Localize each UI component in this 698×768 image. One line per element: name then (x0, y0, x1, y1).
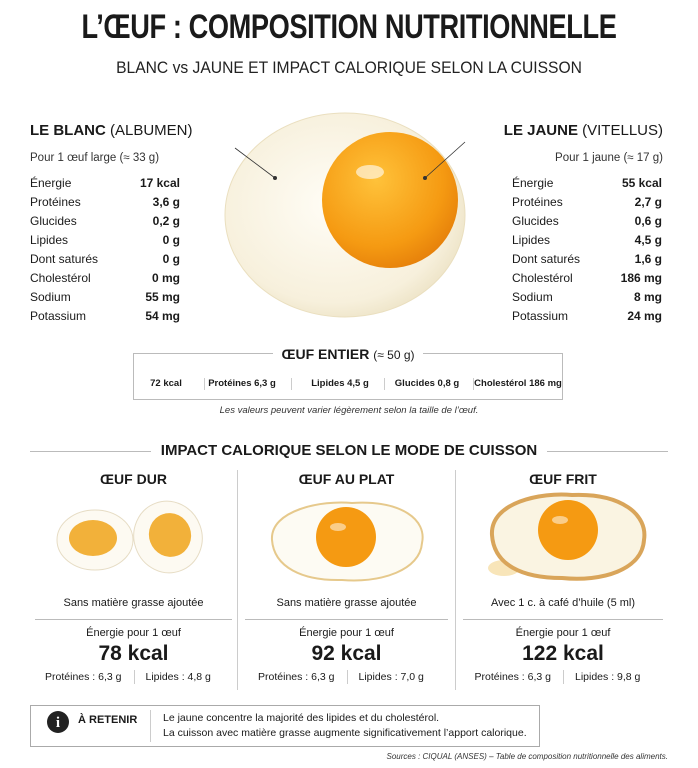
detail-divider (563, 670, 564, 684)
nutrient-name: Dont saturés (512, 252, 581, 266)
nutrient-name: Potassium (512, 309, 569, 323)
proteins: Protéines : 6,3 g (45, 671, 122, 683)
nutrient-value: 1,6 g (634, 252, 662, 266)
whole-title-text: ŒUF ENTIER (281, 346, 370, 362)
retain-line: La cuisson avec matière grasse augmente … (163, 727, 527, 739)
nutrient-name: Potassium (30, 309, 87, 323)
lipids: Lipides : 4,8 g (145, 671, 211, 683)
whole-title-note: (≈ 50 g) (373, 348, 415, 362)
method-rule (463, 619, 663, 620)
nutrient-name: Protéines (512, 195, 563, 209)
retain-box (30, 705, 540, 747)
nutrient-name: Cholestérol (512, 271, 573, 285)
energy-label: Énergie pour 1 œuf (515, 627, 611, 639)
retain-label: À RETENIR (78, 714, 138, 726)
energy-label: Énergie pour 1 œuf (299, 627, 394, 639)
boiled-egg (56, 500, 203, 574)
nutrient-name: Protéines (30, 195, 81, 209)
method-rule (245, 619, 448, 620)
detail-divider (133, 670, 135, 684)
proteins: Protéines : 6,3 g (474, 671, 551, 683)
nutrient-name: Glucides (30, 214, 77, 228)
column-divider (237, 470, 238, 690)
nutrient-value: 17 kcal (139, 176, 180, 190)
whole-title: ŒUF ENTIER (≈ 50 g) (133, 346, 563, 362)
nutrient-value: 55 mg (145, 290, 180, 304)
lipids: Lipides : 9,8 g (575, 671, 641, 683)
yolk-title-note: (VITELLUS) (582, 122, 663, 139)
retain-divider (150, 710, 151, 742)
method-name: ŒUF FRIT (529, 471, 597, 487)
whole-item: Lipides 4,5 g (311, 378, 369, 389)
detail-divider (346, 670, 348, 684)
retain-line: Le jaune concentre la majorité des lipid… (163, 712, 440, 724)
nutrient-value: 0 g (162, 233, 180, 247)
nutrient-value: 24 mg (627, 309, 662, 323)
nutrient-name: Cholestérol (30, 271, 91, 285)
proteins: Protéines : 6,3 g (258, 671, 335, 683)
nutrient-name: Énergie (30, 176, 72, 190)
method-name: ŒUF DUR (100, 471, 167, 487)
title: L’ŒUF : COMPOSITION NUTRITIONNELLE (81, 8, 617, 46)
nutrient-value: 0,2 g (152, 214, 180, 228)
item-divider (472, 378, 474, 390)
egg-illustration (224, 112, 466, 318)
source: Sources : CIQUAL (ANSES) – Table de comp… (386, 752, 668, 761)
energy-label: Énergie pour 1 œuf (86, 627, 181, 639)
item-divider (383, 378, 385, 390)
white-title-text: LE BLANC (30, 122, 106, 139)
subtitle: BLANC vs JAUNE ET IMPACT CALORIQUE SELON… (116, 58, 582, 77)
white-title-note: (ALBUMEN) (110, 122, 193, 139)
info-icon: i (47, 711, 69, 733)
nutrient-name: Dont saturés (30, 252, 99, 266)
method-name: ŒUF AU PLAT (298, 471, 395, 487)
nutrient-value: 4,5 g (634, 233, 662, 247)
nutrient-value: 55 kcal (621, 176, 662, 190)
white-title: LE BLANC (ALBUMEN) (30, 122, 193, 139)
whole-item: 72 kcal (150, 378, 182, 389)
method-fat: Sans matière grasse ajoutée (276, 597, 417, 609)
yolk-portion: Pour 1 jaune (≈ 17 g) (555, 152, 663, 164)
method-fat: Sans matière grasse ajoutée (63, 597, 204, 609)
nutrient-value: 8 mg (633, 290, 662, 304)
whole-title-wrap: ŒUF ENTIER (≈ 50 g) (273, 346, 423, 362)
item-divider (291, 378, 292, 390)
whole-item: Cholestérol 186 mg (474, 378, 562, 389)
method-rule (35, 619, 232, 620)
info-icon-text: i (56, 715, 60, 731)
energy-value: 78 kcal (98, 642, 169, 665)
nutrient-name: Lipides (512, 233, 551, 247)
yolk-title-text: LE JAUNE (503, 122, 578, 139)
method-fat: Avec 1 c. à café d’huile (5 ml) (490, 597, 636, 609)
nutrient-name: Glucides (512, 214, 559, 228)
energy-value: 92 kcal (311, 642, 382, 665)
lipids: Lipides : 7,0 g (358, 671, 424, 683)
section-title-text: IMPACT CALORIQUE SELON LE MODE DE CUISSO… (150, 442, 548, 459)
whole-item: Protéines 6,3 g (208, 378, 276, 389)
yolk-title: LE JAUNE (VITELLUS) (504, 122, 663, 139)
nutrient-value: 0 g (162, 252, 180, 266)
nutrient-name: Sodium (30, 290, 71, 304)
whole-item: Glucides 0,8 g (394, 378, 460, 389)
section-title: IMPACT CALORIQUE SELON LE MODE DE CUISSO… (0, 442, 698, 459)
nutrient-value: 0 mg (151, 271, 180, 285)
nutrient-name: Énergie (512, 176, 554, 190)
nutrient-value: 0,6 g (634, 214, 662, 228)
white-portion: Pour 1 œuf large (≈ 33 g) (30, 152, 160, 164)
column-divider (455, 470, 456, 690)
nutrient-value: 54 mg (145, 309, 180, 323)
fried-egg (270, 501, 424, 582)
item-divider (204, 378, 205, 390)
nutrient-name: Sodium (512, 290, 553, 304)
note: Les valeurs peuvent varier légèrement se… (219, 405, 479, 416)
nutrient-value: 186 mg (620, 271, 662, 285)
nutrient-value: 3,6 g (152, 195, 180, 209)
nutrient-name: Lipides (30, 233, 69, 247)
fried-egg-oil (488, 492, 647, 581)
nutrient-value: 2,7 g (634, 195, 662, 209)
energy-value: 122 kcal (522, 642, 604, 665)
